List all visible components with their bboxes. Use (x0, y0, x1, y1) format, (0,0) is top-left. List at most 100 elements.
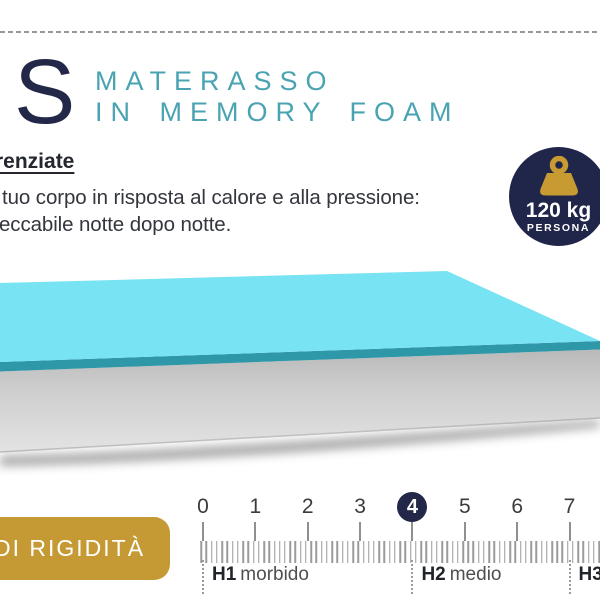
ruler-fine-tick (336, 541, 339, 563)
ruler-fine-tick (357, 541, 360, 563)
ruler-fine-tick (341, 541, 344, 563)
mattress-shadow (0, 420, 600, 466)
ruler-fine-tick (540, 541, 543, 563)
ruler-major-tick (359, 522, 362, 541)
ruler-fine-tick (415, 541, 417, 563)
ruler-fine-tick (331, 541, 333, 563)
ruler-section-label: H1 morbido (212, 564, 309, 586)
ruler-fine-tick (373, 541, 375, 563)
section-code: H1 (212, 564, 237, 585)
ruler-fine-tick (472, 541, 475, 563)
ruler-fine-tick (247, 541, 250, 563)
max-weight-value: 120 kg (525, 199, 592, 222)
brand-logo-letter: S (14, 41, 76, 143)
ruler-major-tick (202, 522, 204, 541)
ruler-number: 7 (563, 495, 576, 518)
section-name: medio (449, 564, 502, 585)
ruler-fine-tick (430, 541, 433, 563)
ruler-fine-tick (315, 541, 318, 563)
ruler-fine-tick (242, 541, 244, 563)
ruler-fine-tick (519, 541, 522, 563)
ruler-fine-tick (561, 541, 564, 563)
ruler-fine-tick (326, 541, 328, 563)
ruler-fine-tick (305, 541, 307, 563)
weight-icon (539, 156, 578, 196)
ruler-fine-tick (294, 541, 297, 563)
ruler-fine-tick (320, 541, 323, 563)
ruler-fine-tick (457, 541, 459, 563)
ruler-fine-tick (258, 541, 260, 563)
title-line-2: IN MEMORY FOAM (95, 97, 460, 127)
ruler-fine-tick (525, 541, 527, 563)
intro-heading-fragment: renziate (0, 150, 75, 173)
ruler-number: 3 (354, 495, 366, 518)
ruler-number-highlighted: 4 (397, 492, 428, 522)
ruler-section-label: H2 medio (421, 564, 501, 586)
ruler-fine-tick (310, 541, 312, 563)
ruler-fine-tick (299, 541, 302, 563)
ruler-fine-tick (362, 541, 365, 563)
ruler-fine-tick (284, 541, 286, 563)
ruler-fine-tick (509, 541, 511, 563)
section-code: H2 (421, 564, 446, 585)
ruler-fine-tick (231, 541, 234, 563)
intro-body-line-2: eccabile notte dopo notte. (0, 213, 232, 236)
mattress-side-face (0, 349, 600, 452)
product-title: MATERASSO IN MEMORY FOAM (95, 66, 460, 128)
ruler-fine-tick (551, 541, 553, 563)
mattress-illustration (0, 271, 600, 466)
ruler-fine-tick (404, 541, 407, 563)
ruler-fine-tick (394, 541, 396, 563)
ruler-fine-tick (587, 541, 590, 563)
ruler-fine-tick (273, 541, 276, 563)
ruler-fine-tick (572, 541, 574, 563)
ruler-major-tick (254, 522, 257, 541)
ruler-fine-tick (425, 541, 428, 563)
ruler-fine-tick (593, 541, 595, 563)
ruler-number: 6 (511, 495, 523, 518)
ruler-number: 5 (458, 495, 471, 518)
ruler-fine-tick (263, 541, 265, 563)
ruler-fine-tick (352, 541, 354, 563)
ruler-fine-tick (252, 541, 255, 563)
ruler-fine-tick (498, 541, 501, 563)
ruler-major-tick (306, 522, 309, 541)
ruler-fine-tick (451, 541, 454, 563)
ruler-fine-tick (226, 541, 229, 563)
ruler-fine-tick (289, 541, 291, 563)
ruler-fine-tick (378, 541, 380, 563)
ruler-fine-tick (278, 541, 281, 563)
ruler-fine-tick (409, 541, 412, 563)
ruler-fine-tick (488, 541, 490, 563)
ruler-fine-tick (467, 541, 469, 563)
ruler-fine-tick (514, 541, 517, 563)
ruler-fine-tick (347, 541, 349, 563)
ruler-section-separator (202, 560, 204, 594)
max-weight-badge: 120 kg PERSONA (509, 147, 600, 246)
ruler-fine-tick (577, 541, 579, 563)
ruler-fine-tick (388, 541, 391, 563)
ruler-major-tick (568, 522, 571, 541)
ruler-fine-tick (546, 541, 548, 563)
mattress-edge-band (0, 341, 600, 372)
ruler-fine-tick (530, 541, 532, 563)
ruler-fine-tick (399, 541, 401, 563)
max-weight-label: PERSONA (526, 222, 591, 234)
ruler-fine-tick (493, 541, 496, 563)
ruler-fine-tick (566, 541, 569, 563)
ruler-fine-tick (383, 541, 386, 563)
ruler-fine-tick (436, 541, 438, 563)
ruler-fine-tick (446, 541, 449, 563)
ruler-fine-tick (477, 541, 480, 563)
ruler-section-label: H3 (579, 564, 600, 586)
ruler-fine-tick (504, 541, 506, 563)
ruler-number: 2 (301, 495, 314, 518)
ruler-fine-tick (556, 541, 558, 563)
rigidity-scale-button[interactable]: DI RIGIDITÀ (0, 517, 170, 580)
top-dashed-divider (0, 31, 600, 33)
ruler-fine-tick (582, 541, 585, 563)
ruler-major-tick (516, 522, 519, 541)
ruler-major-tick (411, 522, 414, 541)
ruler-fine-tick (441, 541, 443, 563)
ruler-fine-tick (216, 541, 218, 563)
